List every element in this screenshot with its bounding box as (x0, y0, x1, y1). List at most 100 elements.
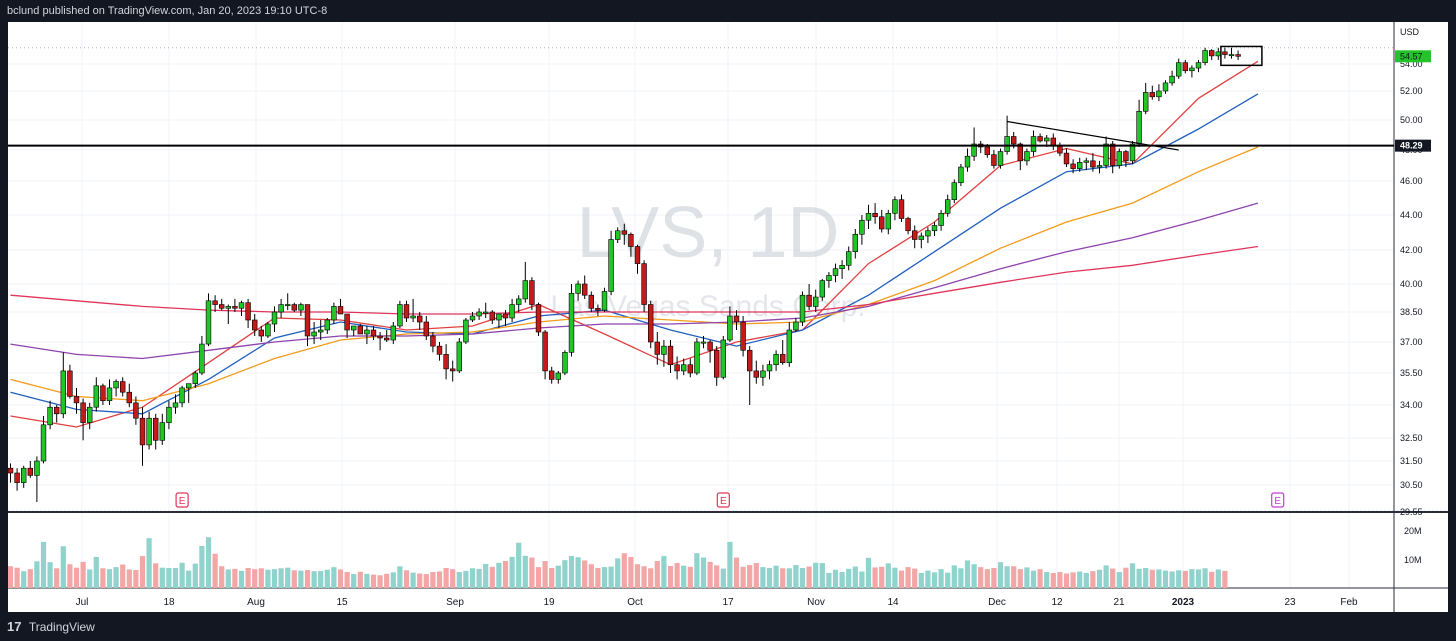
candle (1017, 143, 1024, 162)
volume-bar (370, 574, 377, 588)
candle (324, 319, 330, 331)
candle (812, 296, 819, 307)
volume-bar (483, 563, 489, 588)
volume-bar (1169, 571, 1175, 588)
candle (232, 306, 238, 309)
volume-bar (73, 567, 80, 588)
price-tick-label: 46.00 (1400, 176, 1423, 186)
candle (852, 233, 859, 253)
volume-bar (661, 556, 667, 588)
moving-average-ma10 (10, 60, 1259, 428)
candle (311, 331, 317, 337)
candle (931, 225, 938, 232)
volume-bar (192, 563, 198, 588)
time-tick-label: 18 (163, 597, 175, 608)
volume-bar (634, 564, 641, 588)
candle (865, 213, 872, 221)
candles (7, 47, 1241, 503)
candle (1110, 143, 1116, 166)
candle (1024, 151, 1030, 162)
volume-bar (476, 568, 482, 588)
volume-bar (621, 553, 627, 588)
volume-bar (826, 572, 832, 588)
volume-bar (1090, 571, 1096, 588)
earnings-badge (175, 492, 189, 508)
price-tick-label: 44.00 (1400, 210, 1423, 220)
candle (179, 387, 185, 404)
volume-bar (54, 568, 60, 588)
volume-bar (318, 570, 324, 588)
candle (126, 391, 133, 404)
volume-bar (364, 573, 370, 588)
volume-bar (509, 556, 515, 588)
candle (238, 302, 245, 309)
volume-bar (186, 570, 192, 588)
volume-bar (885, 563, 891, 588)
volume-tick-label: 20M (1404, 526, 1422, 536)
price-tick-label: 34.00 (1400, 400, 1423, 410)
candle (1004, 136, 1010, 152)
volume-bar (1004, 566, 1010, 588)
volume-bar (403, 570, 410, 588)
candle (713, 349, 720, 378)
candle (628, 233, 634, 247)
volume-bar (1017, 569, 1023, 588)
candle (925, 230, 931, 237)
volume-bar (166, 567, 172, 588)
candle (245, 302, 251, 321)
volume-bar (1176, 570, 1182, 588)
volume-bar (951, 565, 957, 588)
volume-bar (1123, 567, 1129, 588)
candle (958, 166, 964, 184)
candle (1129, 143, 1136, 162)
candle (449, 368, 456, 372)
volume-bar (945, 572, 951, 588)
candle (971, 143, 977, 157)
volume-bar (252, 569, 258, 588)
candle (1070, 163, 1076, 169)
volume-bar (238, 570, 245, 588)
volume-bar (766, 567, 773, 588)
time-tick-label: 23 (1284, 597, 1296, 608)
volume-bar (1024, 567, 1030, 588)
volume-bar (786, 568, 792, 588)
volume-bar (846, 568, 852, 588)
candle (595, 307, 601, 311)
volume-bar (654, 561, 660, 588)
volume-bar (542, 561, 548, 588)
candle (548, 370, 555, 380)
candle (1195, 62, 1202, 69)
volume-bar (120, 564, 126, 588)
candle (779, 354, 786, 363)
volume-bar (304, 570, 311, 588)
candle (370, 329, 377, 337)
candle (819, 280, 826, 298)
volume-bar (1136, 568, 1142, 588)
price-tick-label: 32.50 (1400, 433, 1423, 443)
earnings-label: E (1274, 496, 1281, 507)
candle (502, 313, 509, 319)
candle (845, 251, 852, 266)
moving-average-ma200 (10, 245, 1258, 315)
candle (614, 230, 621, 240)
candle (1169, 75, 1175, 84)
tradingview-brand[interactable]: TradingView (28, 620, 95, 634)
candle (786, 329, 793, 363)
volume-bar (351, 574, 357, 588)
earnings-marker: E (1271, 492, 1285, 508)
candle (964, 155, 971, 168)
candle (284, 304, 291, 307)
volume-bar (1011, 566, 1017, 588)
volume-bar (285, 567, 291, 588)
candle (113, 381, 119, 389)
volume-bar (1156, 569, 1162, 588)
candle (1044, 137, 1050, 142)
candle (1116, 151, 1123, 166)
volume-bar (865, 557, 872, 588)
candle (568, 293, 575, 353)
level-label: 48.29 (1400, 141, 1423, 151)
volume-bar (1143, 567, 1149, 588)
candle (740, 321, 746, 351)
